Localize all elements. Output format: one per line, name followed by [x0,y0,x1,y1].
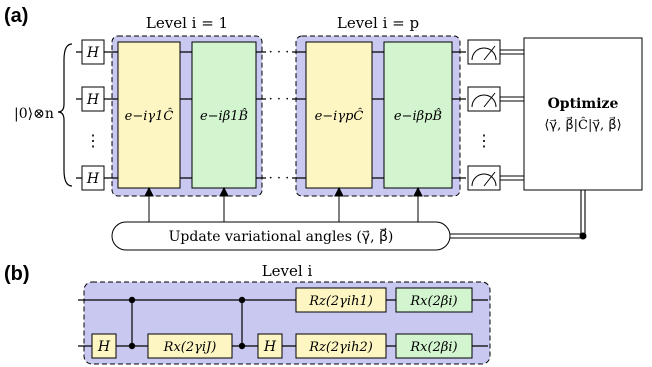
svg-text:Rx(2γiJ): Rx(2γiJ) [163,340,217,355]
svg-text:Rz(2γih2): Rz(2γih2) [308,340,373,355]
level-1-title: Level i = 1 [146,14,228,32]
h-gate-2: H [82,87,104,111]
b-rx-beta-top: Rx(2βi) [396,288,472,312]
b-h-gate-1: H [92,334,116,358]
measure-2 [468,87,500,111]
svg-text:Rx(2βi): Rx(2βi) [409,294,457,309]
b-rz-h1-gate: Rz(2γih1) [296,288,386,312]
level-p-title: Level i = p [337,14,419,32]
optimize-title: Optimize [548,96,619,112]
svg-text:Rx(2βi): Rx(2βi) [409,340,457,355]
svg-text:H: H [86,45,100,61]
brace [58,44,72,186]
cost-gate-p: e−iγpĈ [306,42,372,188]
svg-text:H: H [86,171,100,187]
hdots-3: · · · [269,171,290,186]
feedback-wire [450,190,585,238]
mixer-gate-p: e−iβpB̂ [384,42,452,188]
h-gate-n: H [82,166,104,190]
b-h-gate-2: H [258,334,282,358]
update-box: Update variational angles (γ⃗, β⃗) [112,222,450,250]
svg-text:e−iβpB̂: e−iβpB̂ [394,108,442,124]
svg-text:e−iβ1B̂: e−iβ1B̂ [200,108,248,124]
state-label: |0⟩⊗n [14,106,54,122]
measure-1 [468,40,500,64]
b-rx-j-gate: Rx(2γiJ) [148,334,232,358]
b-rz-h2-gate: Rz(2γih2) [296,334,386,358]
feedback-node [580,233,587,240]
hdots-1: · · · [269,45,290,60]
cost-gate-1: e−iγ1Ĉ [118,42,180,188]
h-gate-1: H [82,40,104,64]
mixer-gate-1: e−iβ1B̂ [192,42,256,188]
b-rx-beta-bottom: Rx(2βi) [396,334,472,358]
measure-n [468,166,500,190]
level-i-title: Level i [262,262,313,280]
svg-text:H: H [86,92,100,108]
vdots-left: ⋮ [85,131,101,150]
optimize-box: Optimize ⟨γ⃗, β⃗|Ĉ|γ⃗, β⃗⟩ [524,38,642,190]
vdots-right: ⋮ [476,131,492,150]
svg-text:Rz(2γih1): Rz(2γih1) [308,294,373,309]
svg-text:H: H [263,339,277,355]
svg-text:e−iγpĈ: e−iγpĈ [315,107,364,124]
svg-text:e−iγ1Ĉ: e−iγ1Ĉ [125,107,174,124]
classical-wires [500,50,524,180]
panel-a-label: (a) [4,5,28,27]
optimize-expr: ⟨γ⃗, β⃗|Ĉ|γ⃗, β⃗⟩ [544,116,621,133]
svg-text:H: H [97,339,111,355]
update-label: Update variational angles (γ⃗, β⃗) [169,227,394,245]
hdots-2: · · · [269,92,290,107]
panel-b-label: (b) [4,263,30,285]
